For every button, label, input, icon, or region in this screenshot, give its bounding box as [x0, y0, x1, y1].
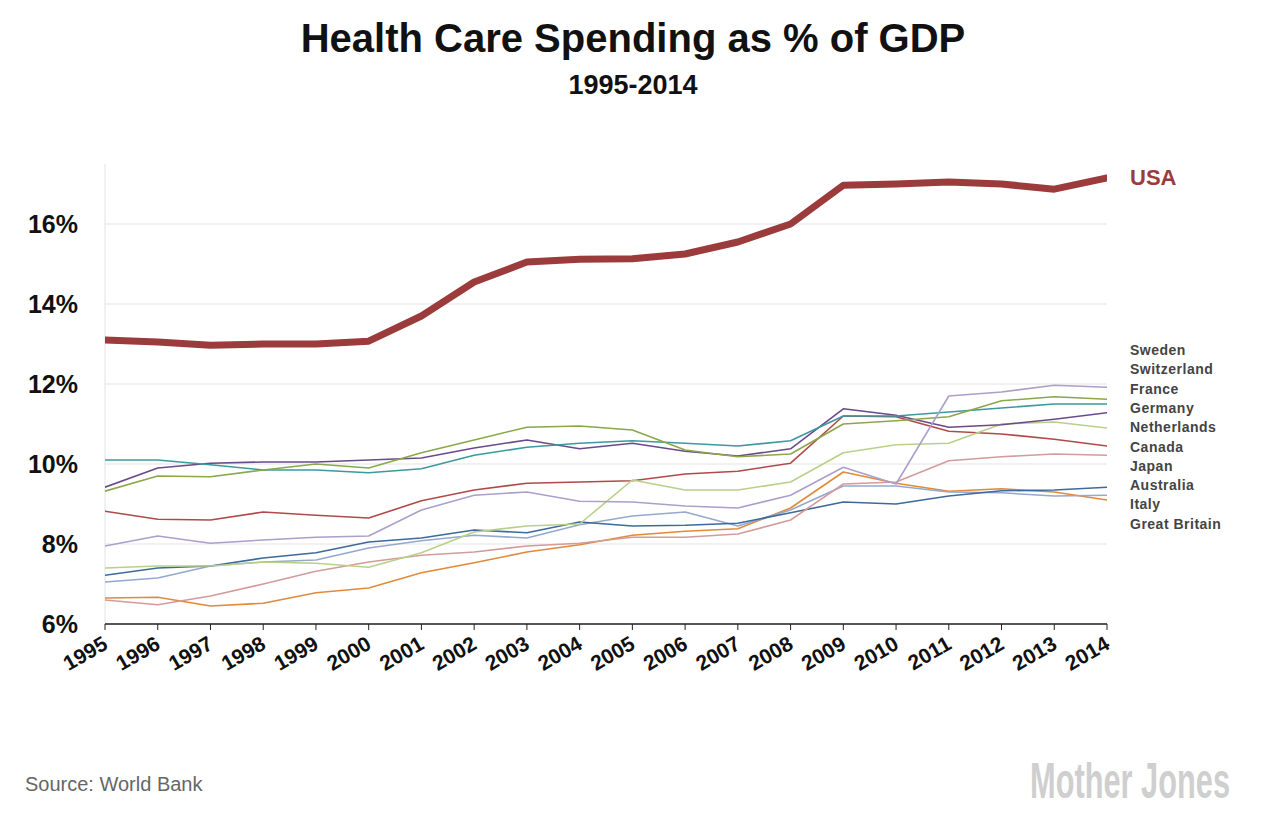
series-line — [105, 409, 1107, 487]
x-tick-label: 2014 — [1061, 631, 1113, 674]
x-tick-label: 2009 — [797, 632, 849, 675]
x-tick — [579, 624, 580, 630]
y-tick-label: 12% — [28, 370, 78, 398]
legend-entry: Canada — [1130, 439, 1184, 455]
x-tick — [368, 624, 369, 630]
lines — [105, 178, 1107, 606]
grid-line — [105, 304, 1107, 305]
series-label: USA — [1130, 165, 1177, 190]
x-tick-label: 2008 — [745, 631, 797, 674]
x-tick-label: 1997 — [165, 632, 217, 675]
subtitle: 1995-2014 — [568, 70, 697, 100]
y-tick-label: 8% — [42, 530, 78, 558]
x-tick-label: 1998 — [217, 631, 269, 674]
series-line — [105, 454, 1107, 605]
legend-entry: France — [1130, 381, 1179, 397]
y-axis-line — [105, 164, 106, 624]
x-tick-label: 2005 — [586, 631, 638, 674]
x-axis-line — [105, 623, 1107, 625]
grid-line — [105, 224, 1107, 225]
x-tick-label: 2010 — [850, 632, 902, 675]
x-tick-label: 2003 — [481, 632, 533, 675]
legend-entry: Sweden — [1130, 342, 1186, 358]
x-tick — [896, 624, 897, 630]
grid-line — [105, 384, 1107, 385]
y-tick-label: 16% — [28, 210, 78, 238]
x-tick — [526, 624, 527, 630]
x-tick — [1054, 624, 1055, 630]
series-line — [105, 397, 1107, 491]
series-line — [105, 416, 1107, 520]
grid-line — [105, 464, 1107, 465]
x-tick — [421, 624, 422, 630]
x-tick-label: 2011 — [904, 631, 955, 674]
x-tick-label: 2007 — [692, 632, 744, 675]
x-tick — [843, 624, 844, 630]
grid-line — [105, 624, 1107, 625]
chart: Health Care Spending as % of GDP 1995-201… — [0, 0, 1266, 816]
x-tick — [1107, 624, 1108, 630]
x-tick-label: 2001 — [375, 631, 427, 674]
x-tick — [1001, 624, 1002, 630]
legend-entry: Switzerland — [1130, 361, 1213, 377]
legend-entry: Netherlands — [1130, 419, 1216, 435]
x-tick-label: 2012 — [956, 632, 1008, 675]
x-tick — [737, 624, 738, 630]
x-tick — [105, 624, 106, 630]
x-tick — [157, 624, 158, 630]
x-tick-label: 1995 — [59, 631, 111, 674]
x-tick-label: 2002 — [428, 632, 480, 675]
x-tick — [210, 624, 211, 630]
legend: Sweden Switzerland France Germany Netherland… — [1130, 342, 1221, 532]
source: Source: World Bank — [25, 773, 203, 795]
x-tick — [315, 624, 316, 630]
x-tick — [263, 624, 264, 630]
x-tick — [948, 624, 949, 630]
series-line — [105, 486, 1107, 582]
legend-entry: Germany — [1130, 400, 1194, 416]
legend-entry: Japan — [1130, 458, 1173, 474]
title: Health Care Spending as % of GDP — [301, 16, 966, 60]
x-tick — [685, 624, 686, 630]
y-tick-label: 14% — [28, 290, 78, 318]
credit: Mother Jones — [1030, 753, 1230, 809]
series-line — [105, 178, 1107, 345]
x-tick-label: 1996 — [112, 632, 164, 675]
x-tick-label: 1999 — [270, 632, 322, 675]
x-tick-label: 2004 — [534, 631, 586, 674]
y-tick-label: 6% — [42, 610, 78, 638]
legend-entry: Australia — [1130, 477, 1194, 493]
x-tick-label: 2013 — [1008, 632, 1060, 675]
series-line — [105, 422, 1107, 568]
legend-entry: Italy — [1130, 496, 1161, 512]
x-tick — [790, 624, 791, 630]
series-line — [105, 385, 1107, 546]
legend-entry: Great Britain — [1130, 516, 1221, 532]
x-tick-label: 2000 — [323, 632, 375, 675]
y-grid — [105, 224, 1107, 624]
grid-line — [105, 544, 1107, 545]
x-tick-label: 2006 — [639, 632, 691, 675]
x-tick — [474, 624, 475, 630]
y-tick-label: 10% — [28, 450, 78, 478]
x-tick — [632, 624, 633, 630]
